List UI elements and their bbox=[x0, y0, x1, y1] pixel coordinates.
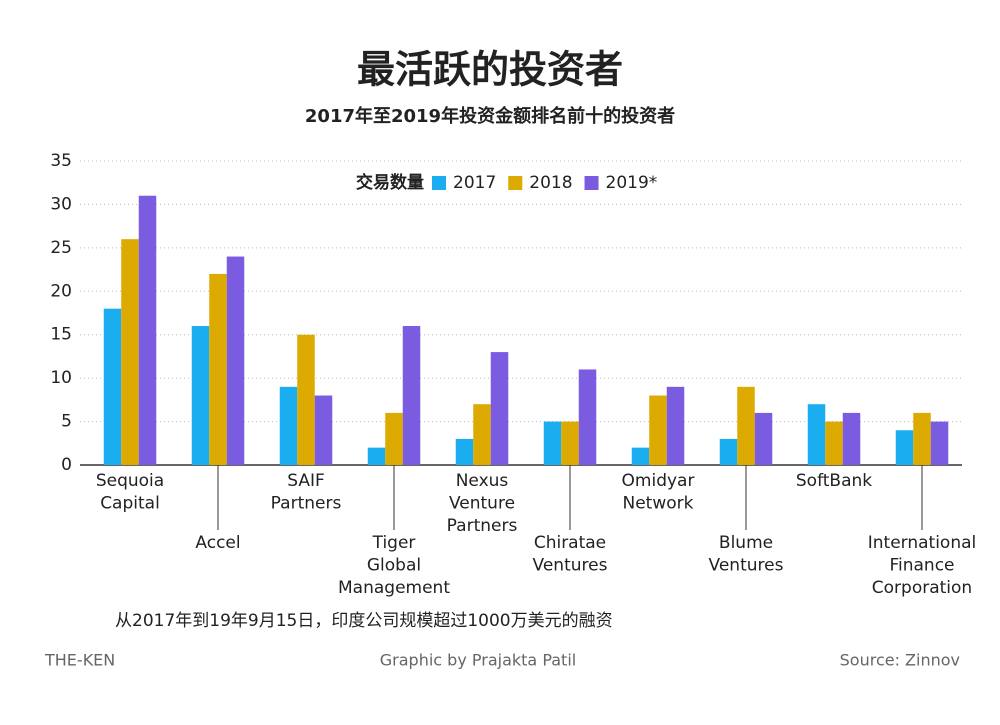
x-tick-label: Partners bbox=[447, 516, 518, 536]
y-tick-label: 0 bbox=[61, 455, 72, 475]
x-tick-label: Tiger bbox=[372, 533, 416, 553]
source: Source: Zinnov bbox=[840, 651, 960, 670]
bar bbox=[473, 404, 491, 465]
x-tick-label: Corporation bbox=[872, 578, 972, 598]
legend-swatch bbox=[584, 176, 599, 190]
bar bbox=[226, 256, 245, 465]
bar bbox=[807, 404, 826, 465]
y-tick-label: 20 bbox=[50, 281, 72, 301]
bar bbox=[666, 386, 685, 465]
bar bbox=[314, 395, 333, 465]
bar bbox=[279, 386, 298, 465]
legend-swatch bbox=[432, 176, 446, 190]
x-tick-label: Global bbox=[367, 556, 421, 576]
x-tick-label: Omidyar bbox=[622, 471, 695, 491]
y-tick-label: 5 bbox=[61, 412, 72, 432]
credit: Graphic by Prajakta Patil bbox=[380, 651, 576, 670]
legend-label: 2019* bbox=[606, 173, 658, 193]
bar bbox=[719, 438, 738, 465]
x-tick-label: SoftBank bbox=[796, 471, 872, 491]
bar bbox=[543, 421, 562, 465]
bar bbox=[842, 412, 861, 465]
legend-title: 交易数量 bbox=[356, 172, 424, 193]
bar bbox=[103, 308, 122, 465]
chart-title: 最活跃的投资者 bbox=[357, 48, 623, 92]
x-tick-label: Network bbox=[623, 494, 694, 514]
chart-subtitle: 2017年至2019年投资金额排名前十的投资者 bbox=[305, 105, 675, 127]
bar bbox=[191, 326, 210, 465]
bar bbox=[490, 352, 509, 465]
y-tick-label: 25 bbox=[50, 238, 72, 258]
note: 从2017年到19年9月15日，印度公司规模超过1000万美元的融资 bbox=[115, 611, 613, 631]
bar bbox=[367, 447, 386, 465]
x-tick-label: Capital bbox=[100, 494, 160, 514]
bar bbox=[138, 195, 157, 465]
legend-swatch bbox=[508, 176, 523, 190]
bar bbox=[754, 412, 773, 465]
bar bbox=[402, 326, 421, 465]
bar bbox=[631, 447, 650, 465]
x-tick-label: Management bbox=[338, 578, 450, 598]
x-tick-label: Accel bbox=[195, 533, 240, 553]
x-tick-label: Chiratae bbox=[534, 533, 606, 553]
legend-label: 2018 bbox=[529, 173, 572, 193]
y-tick-label: 35 bbox=[50, 151, 72, 171]
x-tick-label: Finance bbox=[889, 556, 954, 576]
bar bbox=[385, 412, 403, 465]
x-tick-label: Ventures bbox=[709, 556, 784, 576]
x-tick-label: Blume bbox=[719, 533, 773, 553]
x-tick-label: Ventures bbox=[533, 556, 608, 576]
bar bbox=[649, 395, 667, 465]
bar bbox=[121, 239, 139, 465]
bar bbox=[737, 386, 755, 465]
bar bbox=[913, 412, 931, 465]
x-tick-label: Venture bbox=[449, 494, 515, 514]
bar bbox=[561, 421, 579, 465]
bar bbox=[930, 421, 949, 465]
x-tick-label: International bbox=[868, 533, 977, 553]
y-tick-label: 15 bbox=[50, 325, 72, 345]
bar bbox=[895, 430, 914, 465]
x-tick-label: Partners bbox=[271, 494, 342, 514]
bar bbox=[209, 273, 227, 465]
brand: THE-KEN bbox=[44, 651, 115, 670]
x-tick-label: Sequoia bbox=[96, 471, 164, 491]
y-tick-label: 10 bbox=[50, 368, 72, 388]
bar bbox=[578, 369, 597, 465]
legend-label: 2017 bbox=[453, 173, 496, 193]
bar bbox=[297, 334, 315, 465]
bar bbox=[825, 421, 843, 465]
y-tick-label: 30 bbox=[50, 194, 72, 214]
x-tick-label: SAIF bbox=[287, 471, 325, 491]
x-tick-label: Nexus bbox=[456, 471, 509, 491]
bar bbox=[455, 438, 474, 465]
